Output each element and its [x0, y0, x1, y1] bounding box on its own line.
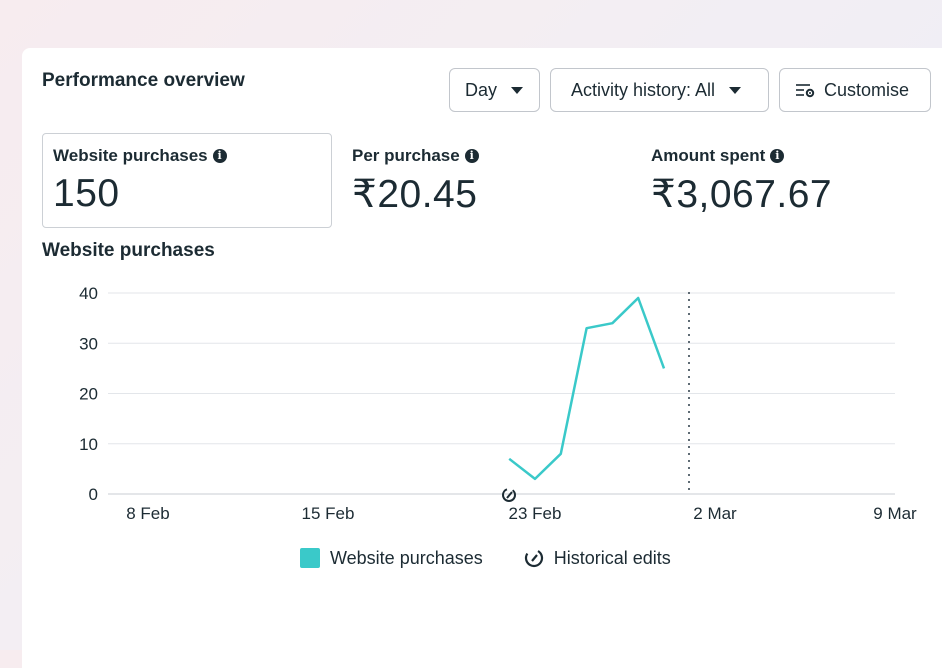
x-tick-label: 23 Feb: [509, 504, 562, 523]
y-tick-label: 10: [79, 435, 98, 454]
x-tick-label: 15 Feb: [302, 504, 355, 523]
day-dropdown[interactable]: Day: [449, 68, 540, 112]
y-tick-label: 30: [79, 334, 98, 353]
info-icon[interactable]: i: [770, 149, 785, 163]
legend-swatch: [300, 548, 320, 568]
chart-title: Website purchases: [42, 240, 215, 261]
metric-value: ₹20.45: [352, 173, 478, 216]
metric-per-purchase[interactable]: Per purchase i ₹20.45: [342, 133, 632, 228]
legend-item-website-purchases[interactable]: Website purchases: [300, 548, 483, 569]
activity-history-dropdown[interactable]: Activity history: All: [550, 68, 769, 112]
metric-label: Amount spent: [651, 146, 766, 165]
grid-lines: [108, 292, 895, 495]
x-tick-label: 9 Mar: [873, 504, 917, 523]
x-tick-label: 8 Feb: [126, 504, 169, 523]
metric-website-purchases[interactable]: Website purchases i 150: [42, 133, 332, 228]
y-axis-ticks: 0 10 20 30 40: [79, 284, 98, 504]
chart-legend: Website purchases Historical edits: [300, 547, 711, 569]
performance-card: [22, 48, 942, 668]
historical-edit-marker[interactable]: [502, 488, 516, 502]
customise-label: Customise: [824, 79, 910, 100]
metric-value: ₹3,067.67: [651, 173, 833, 216]
legend-item-historical-edits[interactable]: Historical edits: [523, 547, 671, 569]
metric-label: Website purchases: [53, 146, 208, 165]
historical-edits-icon: [524, 548, 543, 568]
info-icon[interactable]: i: [212, 149, 227, 163]
series-line-website-purchases: [508, 296, 666, 481]
y-tick-label: 0: [89, 485, 98, 504]
metric-amount-spent[interactable]: Amount spent i ₹3,067.67: [641, 133, 931, 228]
page-title: Performance overview: [42, 70, 245, 91]
day-dropdown-label: Day: [465, 79, 498, 100]
metric-value: 150: [53, 172, 120, 215]
caret-down-icon: [729, 86, 742, 94]
customise-button[interactable]: Customise: [779, 68, 931, 112]
caret-down-icon: [511, 86, 524, 94]
line-chart: 0 10 20 30 40 8 Feb 15 Feb 23 Feb 2 Mar 9 Mar: [79, 284, 917, 523]
metric-label: Per purchase: [352, 146, 460, 165]
activity-history-label: Activity history: All: [571, 79, 716, 100]
legend-label: Historical edits: [553, 547, 671, 568]
customise-icon: [796, 84, 815, 98]
y-tick-label: 40: [79, 284, 98, 303]
x-axis-ticks: 8 Feb 15 Feb 23 Feb 2 Mar 9 Mar: [126, 504, 917, 523]
info-icon[interactable]: i: [464, 149, 479, 163]
y-tick-label: 20: [79, 385, 98, 404]
legend-label: Website purchases: [330, 547, 483, 568]
x-tick-label: 2 Mar: [693, 504, 737, 523]
